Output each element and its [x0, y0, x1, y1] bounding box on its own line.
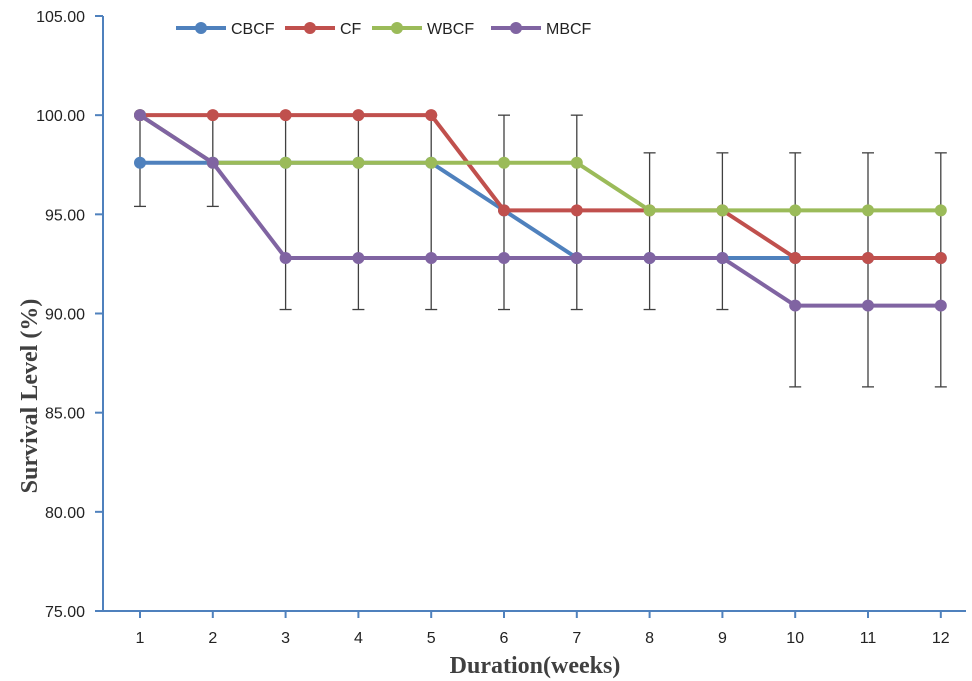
- data-point-mbcf: [134, 109, 146, 122]
- legend-item-cbcf: CBCF: [176, 21, 275, 38]
- series-line-cf: [138, 113, 943, 260]
- legend-label: CF: [340, 21, 362, 38]
- series-line-mbcf: [138, 113, 943, 308]
- x-tick-label: 1: [136, 630, 145, 647]
- axes-layer: [102, 16, 966, 612]
- data-point-mbcf: [789, 299, 802, 312]
- x-ticks-layer: 1 2 3 4 5 6 7 8 9 10 11 12: [136, 611, 950, 647]
- x-tick-label: 11: [860, 630, 877, 647]
- legend-item-mbcf: MBCF: [491, 21, 592, 38]
- x-tick-label: 12: [932, 630, 950, 647]
- data-point-mbcf: [570, 251, 583, 264]
- data-point-mbcf: [206, 156, 219, 169]
- data-point-mbcf: [425, 251, 438, 264]
- y-tick-label: 105.00: [36, 9, 85, 26]
- y-tick-label: 90.00: [45, 307, 85, 324]
- data-point-mbcf: [862, 299, 874, 312]
- error-bars-layer: [134, 114, 947, 388]
- x-tick-label: 10: [786, 630, 804, 647]
- data-point-wbcf: [643, 204, 656, 217]
- data-point-cbcf: [134, 156, 146, 169]
- data-point-mbcf: [716, 251, 729, 264]
- legend-swatch-marker: [391, 22, 403, 34]
- series-line-wbcf: [138, 113, 943, 213]
- x-tick-label: 8: [645, 630, 654, 647]
- data-point-cf: [789, 251, 802, 264]
- series-cf: [134, 109, 947, 264]
- y-tick-label: 80.00: [45, 505, 85, 522]
- legend-item-cf: CF: [285, 21, 362, 38]
- legend-label: WBCF: [427, 21, 474, 38]
- x-tick-label: 4: [354, 630, 363, 647]
- data-point-cf: [206, 109, 219, 122]
- data-point-cf: [570, 204, 583, 217]
- legend-swatch-marker: [195, 22, 207, 34]
- data-point-mbcf: [279, 251, 292, 264]
- error-bar: [643, 152, 656, 311]
- data-point-wbcf: [425, 156, 438, 169]
- data-point-cf: [498, 204, 510, 217]
- data-point-mbcf: [643, 251, 656, 264]
- y-tick-label: 85.00: [45, 406, 85, 423]
- data-point-mbcf: [352, 251, 365, 264]
- legend-swatch-marker: [510, 22, 522, 34]
- y-tick-label: 100.00: [36, 108, 85, 125]
- data-point-cf: [934, 251, 947, 264]
- error-bar: [716, 152, 729, 311]
- error-bar: [862, 152, 874, 388]
- error-bar: [934, 152, 947, 388]
- y-tick-label: 75.00: [45, 604, 85, 621]
- x-tick-label: 9: [718, 630, 727, 647]
- error-bar: [425, 114, 438, 311]
- data-point-wbcf: [789, 204, 802, 217]
- legend-item-wbcf: WBCF: [372, 21, 474, 38]
- data-point-wbcf: [570, 156, 583, 169]
- x-tick-label: 3: [281, 630, 290, 647]
- series-wbcf: [134, 109, 947, 217]
- legend-label: MBCF: [546, 21, 592, 38]
- y-tick-label: 95.00: [45, 207, 85, 224]
- x-tick-label: 2: [208, 630, 217, 647]
- data-point-wbcf: [279, 156, 292, 169]
- x-tick-label: 5: [427, 630, 436, 647]
- data-point-wbcf: [934, 204, 947, 217]
- data-point-cf: [279, 109, 292, 122]
- y-axis-title: Survival Level (%): [17, 299, 43, 494]
- series-mbcf: [134, 109, 947, 312]
- data-point-cf: [425, 109, 438, 122]
- data-point-wbcf: [352, 156, 365, 169]
- error-bar: [352, 114, 365, 311]
- data-point-mbcf: [934, 299, 947, 312]
- error-bar: [279, 114, 292, 311]
- x-axis-title: Duration(weeks): [450, 653, 621, 679]
- y-ticks-layer: 75.00 80.00 85.00 90.00 95.00 100.00 105.00: [36, 9, 103, 621]
- data-point-mbcf: [498, 251, 510, 264]
- legend-swatch-marker: [304, 22, 316, 34]
- legend: CBCF CF WBCF MBCF: [176, 21, 592, 38]
- error-bar: [789, 152, 802, 388]
- data-point-wbcf: [862, 204, 874, 217]
- series-layer: [134, 109, 947, 312]
- legend-label: CBCF: [231, 21, 275, 38]
- x-tick-label: 7: [572, 630, 581, 647]
- data-point-cf: [352, 109, 365, 122]
- data-point-wbcf: [498, 156, 510, 169]
- data-point-wbcf: [716, 204, 729, 217]
- x-tick-label: 6: [500, 630, 509, 647]
- data-point-cf: [862, 251, 874, 264]
